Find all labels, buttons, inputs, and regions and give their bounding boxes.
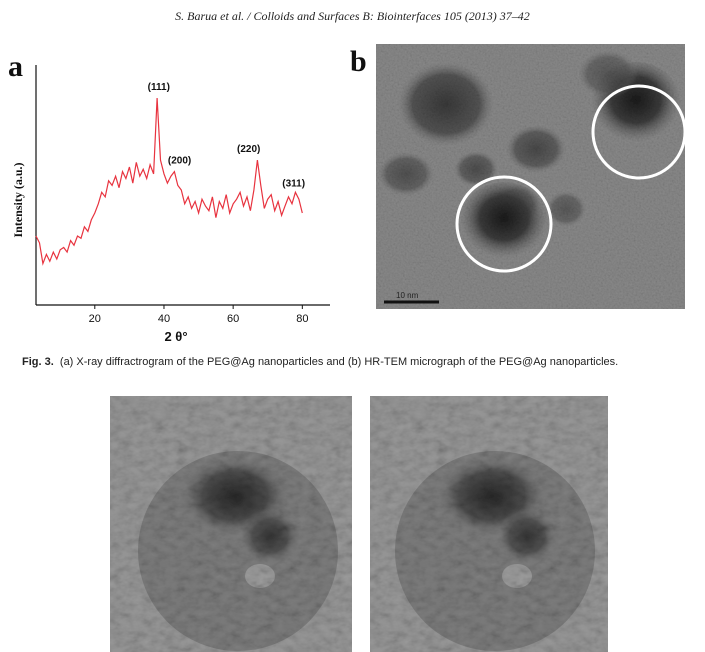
panel-b-label: b <box>350 45 367 78</box>
xrd-chart: Intensity (a.u.) 2 θ° 20 40 60 80 (111) (200… <box>11 65 330 344</box>
x-axis-label: 2 θ° <box>164 329 187 344</box>
x-tick-label: 40 <box>158 313 170 325</box>
scale-bar-label: 10 nm <box>396 291 419 300</box>
peak-annotation: (220) <box>237 144 260 155</box>
xrd-series-line <box>35 97 303 266</box>
journal-header: S. Barua et al. / Colloids and Surfaces … <box>175 9 530 23</box>
panel-a-label: a <box>8 50 23 83</box>
peak-annotations: (111) (200) (220) (311) <box>148 82 305 190</box>
x-tick-label: 80 <box>296 313 308 325</box>
zoomed-particle-right <box>370 396 608 652</box>
peak-annotation: (111) <box>148 82 170 93</box>
highlight-circle <box>455 175 553 273</box>
hrtem-micrograph: 10 nm <box>376 44 685 309</box>
zoomed-particle-left <box>110 396 352 652</box>
peak-annotation: (200) <box>168 156 191 167</box>
highlight-circle <box>591 84 685 180</box>
x-ticks: 20 40 60 80 <box>89 305 308 325</box>
x-tick-label: 60 <box>227 313 239 325</box>
caption-label: Fig. 3. <box>22 356 54 368</box>
x-tick-label: 20 <box>89 313 101 325</box>
y-axis-label: Intensity (a.u.) <box>11 162 25 237</box>
peak-annotation: (311) <box>282 179 305 190</box>
figure-caption: Fig. 3. (a) X-ray diffractrogram of the … <box>22 356 692 368</box>
caption-text: (a) X-ray diffractrogram of the PEG@Ag n… <box>59 356 619 368</box>
